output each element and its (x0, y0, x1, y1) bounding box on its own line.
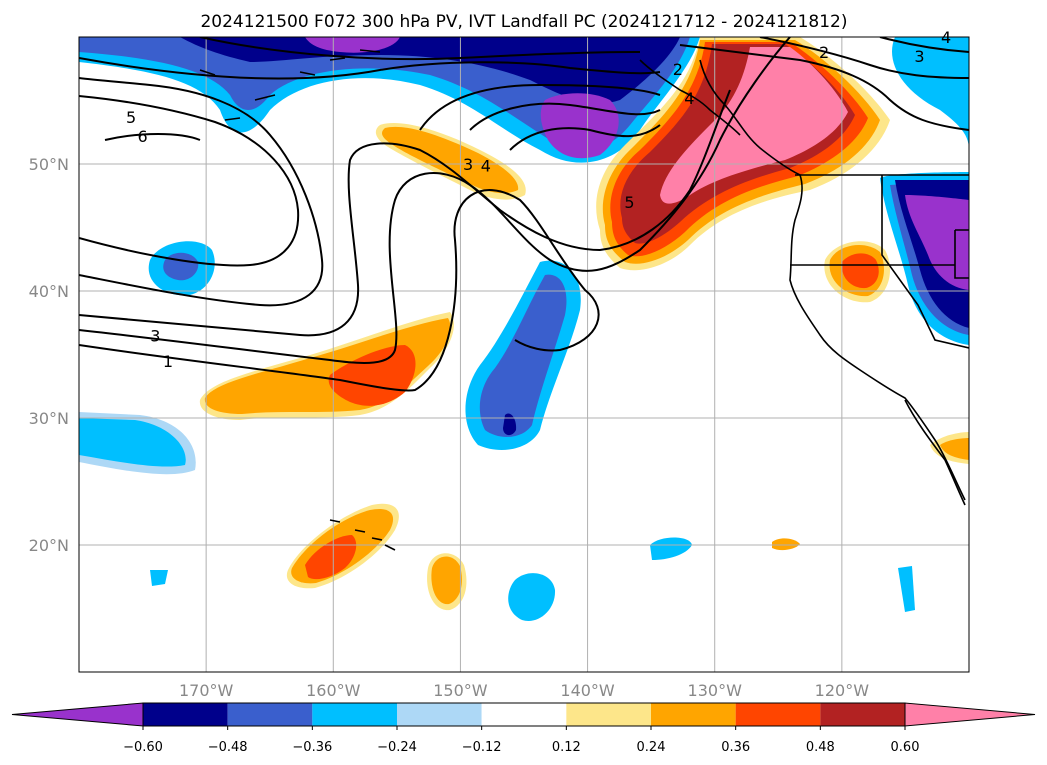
colorbar-segment (481, 703, 567, 726)
pv-contour-14 (879, 37, 969, 53)
pv-contour-11 (509, 124, 661, 151)
colorbar-tick-label: 0.48 (806, 740, 835, 755)
pv-contour-label: 3 (150, 326, 160, 345)
pv-contour-label: 5 (126, 108, 136, 127)
lon-tick-label: 120°W (815, 681, 870, 700)
colorbar-segment (651, 703, 736, 726)
north-america-coast (699, 59, 966, 501)
colorbar-extend-low (11, 702, 144, 727)
lon-tick-label: 150°W (433, 681, 488, 700)
lon-tick-label: 160°W (306, 681, 361, 700)
pv-contour-8 (199, 37, 641, 61)
negative-blob-south-2 (650, 537, 692, 560)
colorbar-segment (566, 703, 651, 726)
negative-blob-east-thin (898, 566, 915, 612)
longitude-labels: 170°W 160°W 150°W 140°W 130°W 120°W (179, 681, 869, 700)
lon-tick-label: 130°W (688, 681, 743, 700)
colorbar-tick-label: −0.48 (208, 740, 248, 755)
pv-contour-label: 4 (481, 156, 491, 175)
colorbar-tick-label: −0.24 (377, 740, 417, 755)
colorbar-extend-high (904, 702, 1036, 727)
colorbar-tick-label: 0.24 (637, 740, 666, 755)
state-border-2 (881, 175, 969, 349)
negative-blob-south-1 (508, 573, 556, 621)
map-frame (78, 36, 970, 673)
lat-tick-label: 20°N (29, 536, 69, 555)
colorbar-tick-label: 0.60 (891, 740, 920, 755)
colorbar: −0.60 −0.48 −0.36 −0.24 −0.12 0.12 0.24 0.36 0.4… (11, 702, 1036, 755)
negative-tongue-central-dark (503, 413, 517, 436)
pv-contour-13 (759, 37, 969, 79)
colorbar-tick-label: −0.36 (292, 740, 332, 755)
alaska-panhandle (639, 59, 741, 136)
pv-contour-label: 1 (163, 352, 173, 371)
lat-tick-label: 30°N (29, 409, 69, 428)
negative-blob-southwest-core (79, 418, 186, 467)
negative-band-east-purple (905, 195, 969, 290)
state-border-3 (954, 229, 969, 279)
pv-contour-label: 3 (914, 47, 924, 66)
colorbar-segment (227, 703, 313, 726)
pv-contour-7 (79, 57, 661, 80)
positive-blob-nevada-red (841, 253, 879, 289)
pv-contour-label: 4 (684, 89, 694, 108)
negative-tongue-central-core (479, 274, 567, 437)
gridlines (79, 37, 969, 672)
colorbar-tick-label: 0.12 (552, 740, 581, 755)
pv-contour-12 (679, 44, 969, 131)
colorbar-frame (142, 702, 906, 727)
pv-contour-label: 3 (463, 155, 473, 174)
positive-band-southcentral-red (328, 345, 416, 406)
positive-blob-small (772, 538, 800, 551)
pv-contour-label: 2 (673, 60, 683, 79)
negative-core-purple-north (305, 37, 400, 53)
aleutian-islands (199, 49, 381, 121)
pv-contour-label: 4 (941, 28, 951, 47)
negative-blob-south-3 (150, 570, 168, 586)
lat-tick-label: 40°N (29, 282, 69, 301)
pv-contour-4 (79, 77, 324, 307)
positive-blob-southeast-core (940, 438, 969, 460)
positive-blob-south-oval-core (431, 556, 462, 605)
colorbar-segment (397, 703, 482, 726)
colorbar-tick-label: 0.36 (721, 740, 750, 755)
pv-contour-1 (79, 189, 600, 392)
coastlines (199, 49, 969, 551)
lon-tick-label: 140°W (560, 681, 615, 700)
colorbar-segment (312, 703, 397, 726)
lon-tick-label: 170°W (179, 681, 234, 700)
hawaii-islands (329, 519, 396, 551)
pv-contour-label: 2 (819, 43, 829, 62)
figure-title: 2024121500 F072 300 hPa PV, IVT Landfall… (200, 12, 847, 32)
colorbar-segment (735, 703, 821, 726)
pv-contour-10 (469, 102, 661, 131)
latitude-labels: 20°N 30°N 40°N 50°N (29, 155, 69, 555)
pv-contour-label: 5 (624, 193, 634, 212)
map-area (79, 37, 969, 672)
pv-contours (79, 37, 969, 392)
colorbar-tick-label: −0.12 (462, 740, 502, 755)
pv-contour-5 (79, 95, 300, 267)
pv-contour-6 (104, 133, 201, 141)
baja-coast (904, 399, 966, 506)
colorbar-tick-label: −0.60 (123, 740, 163, 755)
positive-blob-northcentral-core (382, 126, 519, 194)
pv-contour-9 (419, 83, 661, 131)
colorbar-segment (820, 703, 905, 726)
pv-contour-label: 6 (137, 127, 147, 146)
pv-contour-3 (79, 89, 731, 337)
positive-blob-hawaii-red (305, 535, 357, 580)
colorbar-segment (143, 703, 228, 726)
lat-tick-label: 50°N (29, 155, 69, 174)
